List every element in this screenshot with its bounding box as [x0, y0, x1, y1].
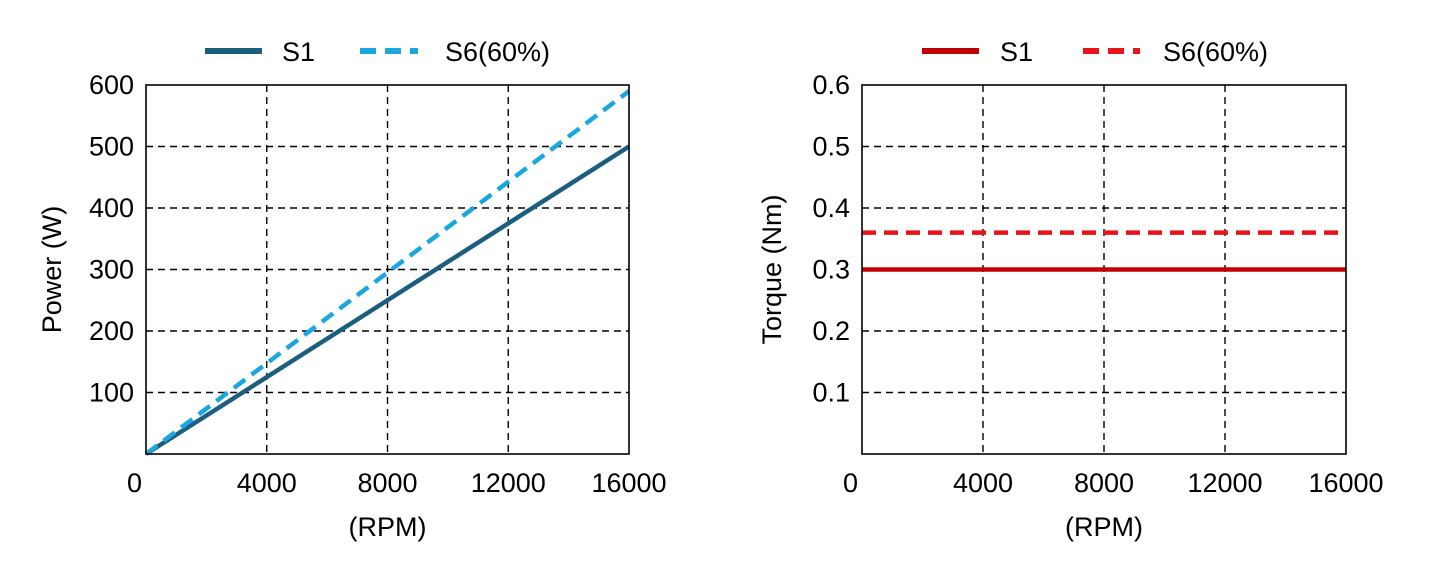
x-tick-label: 0 — [843, 468, 858, 498]
y-axis-label: Torque (Nm) — [757, 194, 787, 344]
series-line-s1 — [144, 144, 631, 456]
x-axis-label: (RPM) — [1065, 512, 1143, 542]
x-tick-label: 16000 — [591, 468, 666, 498]
y-tick-label: 600 — [89, 70, 134, 100]
y-tick-label: 400 — [89, 193, 134, 223]
x-tick-label: 8000 — [1074, 468, 1134, 498]
y-tick-label: 0.2 — [812, 316, 850, 346]
x-tick-label: 16000 — [1308, 468, 1383, 498]
torque-chart: 0 4000 8000 12000 16000 0.1 0.2 0.3 0.4 0.5 0.6 (RP… — [757, 37, 1384, 542]
x-tick-label: 4000 — [953, 468, 1013, 498]
y-axis-label: Power (W) — [37, 206, 67, 334]
x-tick-label: 4000 — [237, 468, 297, 498]
legend-label: S1 — [1000, 37, 1033, 67]
legend-label: S1 — [282, 37, 315, 67]
x-tick-label: 8000 — [357, 468, 417, 498]
y-tick-label: 0.4 — [812, 193, 850, 223]
y-tick-label: 0.5 — [812, 132, 850, 162]
y-tick-label: 0.1 — [812, 378, 850, 408]
plot-frame — [861, 84, 1347, 455]
series-line-s6 — [144, 89, 631, 456]
y-tick-label: 200 — [89, 316, 134, 346]
gridlines — [146, 85, 629, 454]
power-chart: 0 4000 8000 12000 16000 100 200 300 400 500 600 (RP… — [37, 37, 667, 542]
y-tick-label: 0.3 — [812, 255, 850, 285]
legend-label: S6(60%) — [445, 37, 550, 67]
legend: S1 S6(60%) — [922, 37, 1268, 67]
x-axis-label: (RPM) — [349, 512, 427, 542]
y-tick-label: 100 — [89, 378, 134, 408]
plot-frame — [145, 84, 630, 455]
legend: S1 S6(60%) — [205, 37, 550, 67]
y-tick-label: 0.6 — [812, 70, 850, 100]
y-tick-label: 300 — [89, 255, 134, 285]
x-tick-label: 12000 — [1187, 468, 1262, 498]
legend-label: S6(60%) — [1163, 37, 1268, 67]
y-tick-label: 500 — [89, 132, 134, 162]
x-tick-label: 0 — [127, 468, 142, 498]
x-tick-label: 12000 — [471, 468, 546, 498]
